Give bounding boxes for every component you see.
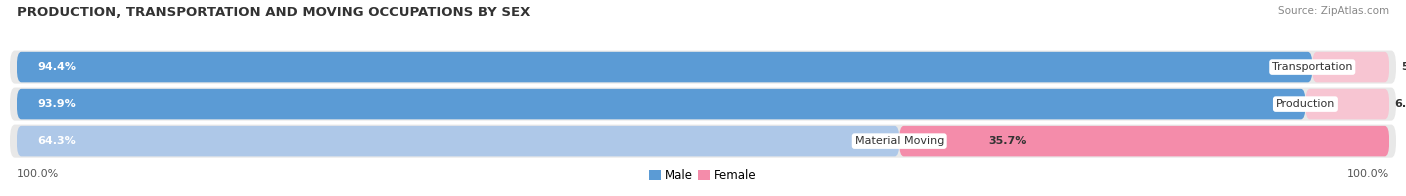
FancyBboxPatch shape [17,52,1312,82]
FancyBboxPatch shape [1312,52,1389,82]
Text: 64.3%: 64.3% [38,136,76,146]
Text: 100.0%: 100.0% [17,169,59,179]
Text: 6.1%: 6.1% [1395,99,1406,109]
Text: 93.9%: 93.9% [38,99,76,109]
Text: Source: ZipAtlas.com: Source: ZipAtlas.com [1278,6,1389,16]
Text: Transportation: Transportation [1272,62,1353,72]
FancyBboxPatch shape [10,125,1396,158]
FancyBboxPatch shape [900,126,1389,156]
Text: Production: Production [1275,99,1336,109]
Text: 5.6%: 5.6% [1402,62,1406,72]
Text: PRODUCTION, TRANSPORTATION AND MOVING OCCUPATIONS BY SEX: PRODUCTION, TRANSPORTATION AND MOVING OC… [17,6,530,19]
Text: Material Moving: Material Moving [855,136,943,146]
FancyBboxPatch shape [17,89,1305,119]
FancyBboxPatch shape [17,126,900,156]
FancyBboxPatch shape [10,88,1396,121]
FancyBboxPatch shape [1305,89,1389,119]
Legend: Male, Female: Male, Female [650,169,756,182]
FancyBboxPatch shape [10,51,1396,84]
Text: 94.4%: 94.4% [38,62,76,72]
Text: 35.7%: 35.7% [988,136,1026,146]
Text: 100.0%: 100.0% [1347,169,1389,179]
